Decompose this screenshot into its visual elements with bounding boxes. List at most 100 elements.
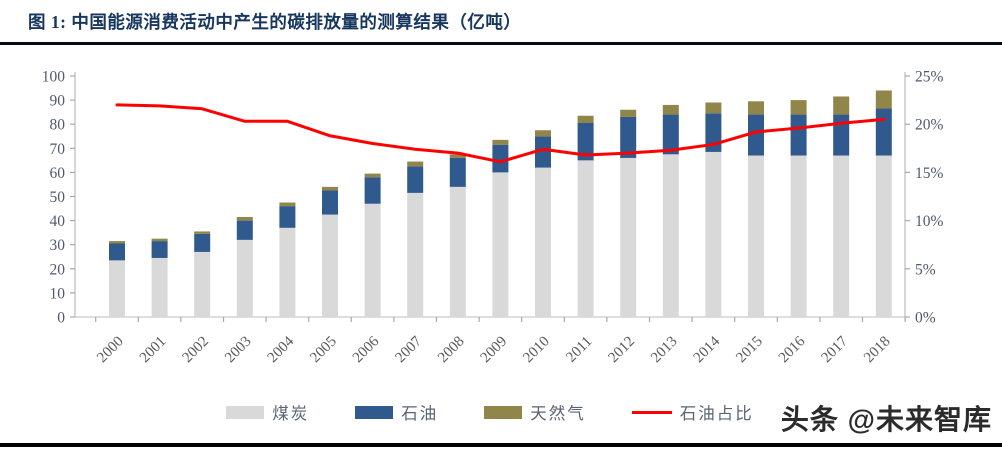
- bottom-divider: [0, 443, 1002, 447]
- bar-segment-天然气-2010: [535, 130, 551, 137]
- x-axis-label: 2011: [563, 334, 595, 366]
- legend-label-oil: 石油: [401, 404, 439, 423]
- bar-segment-煤炭-2003: [236, 239, 253, 317]
- legend-label-gas: 天然气: [530, 404, 586, 423]
- bar-segment-石油-2013: [662, 114, 679, 155]
- bar-segment-煤炭-2013: [662, 154, 679, 317]
- bar-segment-石油-2004: [279, 206, 296, 228]
- y-axis-left-label: 20: [50, 261, 66, 278]
- bar-segment-天然气-2001: [151, 238, 168, 242]
- legend-item-coal: 煤炭: [226, 400, 309, 424]
- oil-swatch-icon: [355, 405, 394, 419]
- x-axis-label: 2009: [478, 334, 511, 367]
- y-axis-left-label: 70: [50, 141, 66, 158]
- bar-segment-煤炭-2008: [449, 186, 466, 317]
- x-axis-label: 2017: [819, 333, 852, 366]
- x-axis-label: 2001: [137, 334, 170, 367]
- legend-label-coal: 煤炭: [272, 404, 310, 423]
- legend-item-oil: 石油: [355, 400, 438, 424]
- x-axis-label: 2015: [733, 334, 766, 367]
- x-axis-label: 2003: [222, 334, 255, 367]
- y-axis-left-label: 30: [50, 237, 66, 254]
- bar-segment-石油-2001: [151, 241, 168, 258]
- bar-segment-天然气-2014: [705, 102, 722, 114]
- y-axis-left-label: 50: [50, 189, 66, 206]
- bar-segment-石油-2007: [407, 166, 424, 193]
- bar-segment-石油-2005: [322, 190, 338, 215]
- bar-segment-天然气-2003: [236, 216, 253, 221]
- bar-segment-石油-2011: [577, 122, 594, 161]
- x-axis-label: 2002: [180, 334, 213, 367]
- y-axis-left-label: 0: [57, 310, 65, 327]
- bar-segment-煤炭-2006: [364, 203, 381, 317]
- bar-segment-煤炭-2000: [109, 260, 125, 317]
- y-axis-right-label: 10%: [915, 213, 944, 230]
- x-axis-label: 2016: [776, 333, 809, 366]
- bar-segment-天然气-2007: [407, 161, 424, 167]
- x-axis-label: 2008: [435, 334, 468, 367]
- bar-segment-石油-2003: [236, 220, 253, 240]
- bar-segment-石油-2016: [790, 114, 807, 156]
- y-axis-left-label: 60: [50, 165, 66, 182]
- bar-segment-天然气-2006: [364, 173, 381, 178]
- x-axis-label: 2014: [691, 333, 724, 366]
- x-axis-label: 2007: [393, 333, 426, 366]
- bar-segment-煤炭-2001: [151, 257, 168, 317]
- bar-segment-石油-2000: [109, 243, 125, 261]
- bar-segment-石油-2010: [535, 136, 551, 168]
- bar-segment-天然气-2013: [662, 104, 679, 115]
- bar-segment-天然气-2015: [748, 101, 764, 115]
- bar-segment-石油-2002: [194, 233, 211, 252]
- y-axis-right-label: 0%: [915, 310, 936, 327]
- bar-segment-天然气-2017: [833, 96, 850, 115]
- carbon-emissions-chart-canvas: 0 10 20 30 40 50 60 70 80 90 100 0% 5% 10% 15% 20% 25% 20…: [42, 69, 944, 367]
- bar-segment-煤炭-2018: [875, 155, 892, 317]
- bar-segment-煤炭-2010: [535, 167, 551, 317]
- chart-title: 图 1: 中国能源消费活动中产生的碳排放量的测算结果（亿吨）: [28, 12, 522, 32]
- y-axis-left-label: 80: [50, 117, 66, 134]
- bar-segment-煤炭-2004: [279, 227, 296, 317]
- y-axis-left-label: 40: [50, 213, 66, 230]
- bar-segment-天然气-2012: [620, 109, 637, 117]
- bar-segment-石油-2008: [449, 157, 466, 187]
- bar-segment-煤炭-2015: [748, 155, 764, 317]
- title-divider: [0, 42, 1002, 45]
- bar-segment-煤炭-2012: [620, 157, 637, 317]
- bar-segment-石油-2006: [364, 177, 381, 204]
- legend-label-oil-share: 石油占比: [679, 404, 754, 423]
- x-axis-label: 2004: [265, 333, 298, 366]
- bar-segment-煤炭-2005: [322, 214, 338, 317]
- coal-swatch-icon: [226, 405, 265, 419]
- bar-segment-天然气-2005: [322, 186, 338, 191]
- bar-segment-天然气-2018: [875, 90, 892, 109]
- legend-item-gas: 天然气: [484, 400, 586, 424]
- x-axis-label: 2013: [648, 334, 681, 367]
- y-axis-right-label: 5%: [915, 261, 936, 278]
- oil-share-line-icon: [631, 410, 672, 414]
- bar-segment-天然气-2004: [279, 202, 296, 207]
- oil-share-line: [115, 103, 886, 164]
- bar-segment-煤炭-2017: [833, 155, 850, 317]
- bar-segment-石油-2009: [492, 144, 509, 173]
- bar-segment-天然气-2009: [492, 139, 509, 145]
- bar-segment-天然气-2002: [194, 231, 211, 234]
- gas-swatch-icon: [484, 405, 523, 419]
- bar-segment-天然气-2000: [109, 241, 125, 244]
- bar-segment-石油-2018: [875, 108, 892, 156]
- x-axis-label: 2012: [606, 334, 639, 367]
- bar-segment-煤炭-2011: [577, 160, 594, 317]
- bar-segment-天然气-2011: [577, 115, 594, 123]
- x-axis-label: 2018: [861, 334, 894, 367]
- x-axis-label: 2006: [350, 333, 383, 366]
- bar-segment-煤炭-2016: [790, 155, 807, 317]
- y-axis-left-label: 90: [50, 93, 66, 110]
- x-axis-label: 2000: [94, 334, 127, 367]
- bar-segment-天然气-2008: [449, 154, 466, 158]
- bar-segment-煤炭-2009: [492, 172, 509, 317]
- x-axis-label: 2010: [520, 334, 553, 367]
- toutiao-watermark: 头条 @未来智库: [780, 404, 992, 435]
- y-axis-right-label: 25%: [915, 69, 944, 86]
- chart-legend: 煤炭 石油 天然气 石油占比: [75, 400, 905, 424]
- bar-segment-石油-2012: [620, 116, 637, 158]
- bar-segment-石油-2015: [748, 114, 764, 156]
